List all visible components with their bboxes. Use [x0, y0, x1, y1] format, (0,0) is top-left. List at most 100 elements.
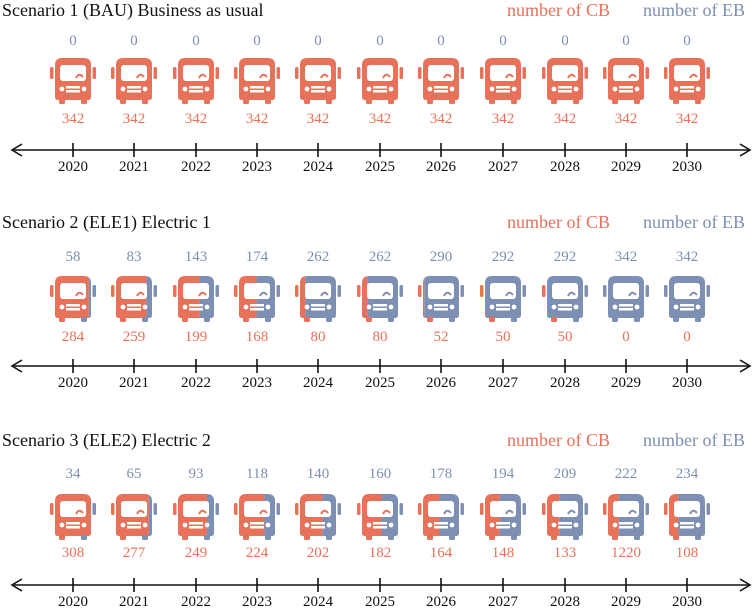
- bus-cb-fill: [547, 58, 583, 100]
- eb-count: 262: [307, 249, 330, 265]
- bus-cb-fill: [300, 276, 306, 318]
- year-label: 2020: [58, 594, 88, 608]
- bus-cb-fill: [608, 58, 644, 100]
- bus-icon: [542, 58, 588, 104]
- cb-count: 108: [676, 545, 699, 561]
- bus-cb-fill: [669, 58, 705, 100]
- eb-count: 292: [554, 249, 577, 265]
- year-label: 2021: [119, 375, 149, 391]
- bus-icon: [357, 276, 403, 322]
- cb-count: 342: [492, 111, 515, 127]
- cb-count: 342: [307, 111, 330, 127]
- year-label: 2025: [365, 594, 395, 608]
- bus-icon: [173, 58, 219, 104]
- bus-icon: [542, 276, 588, 322]
- bus-icon: [357, 494, 403, 540]
- eb-count: 0: [376, 33, 384, 49]
- year-label: 2026: [426, 159, 457, 175]
- cb-count: 277: [123, 545, 146, 561]
- cb-count: 80: [311, 329, 326, 345]
- eb-count: 178: [430, 466, 453, 482]
- eb-count: 0: [192, 33, 200, 49]
- eb-count: 0: [130, 33, 138, 49]
- year-label: 2029: [611, 375, 641, 391]
- year-label: 2021: [119, 159, 149, 175]
- cb-count: 0: [622, 329, 630, 345]
- cb-count: 342: [123, 111, 146, 127]
- eb-count: 342: [676, 249, 699, 265]
- bus-icon: [173, 494, 219, 540]
- bus-cb-fill: [362, 58, 398, 100]
- bus-cb-fill: [116, 276, 147, 318]
- eb-count: 209: [554, 466, 577, 482]
- year-label: 2022: [181, 375, 211, 391]
- year-label: 2024: [303, 594, 334, 608]
- bus-cb-fill: [178, 58, 214, 100]
- bus-icon: [603, 58, 649, 104]
- cb-count: 133: [554, 545, 577, 561]
- cb-count: 249: [185, 545, 208, 561]
- cb-count: 50: [496, 329, 511, 345]
- bus-cb-fill: [547, 276, 549, 318]
- bus-cb-fill: [485, 276, 487, 318]
- bus-icon: [603, 494, 649, 540]
- bus-cb-fill: [485, 58, 521, 100]
- eb-count: 262: [369, 249, 392, 265]
- bus-eb-fill: [148, 494, 152, 536]
- bus-eb-fill: [367, 276, 398, 318]
- bus-icon: [111, 276, 157, 322]
- year-label: 2023: [242, 375, 272, 391]
- bus-cb-fill: [423, 276, 425, 318]
- eb-count: 118: [246, 466, 268, 482]
- cb-count: 199: [185, 329, 208, 345]
- bus-cb-fill: [300, 58, 336, 100]
- bus-cb-fill: [116, 58, 152, 100]
- eb-count: 34: [66, 466, 82, 482]
- year-label: 2027: [488, 375, 519, 391]
- bus-icon: [480, 58, 526, 104]
- cb-count: 308: [62, 545, 85, 561]
- bus-icon: [603, 276, 649, 322]
- eb-count: 0: [622, 33, 630, 49]
- bus-icon: [50, 58, 96, 104]
- bus-icon: [664, 58, 710, 104]
- bus-eb-fill: [608, 276, 644, 318]
- eb-count: 83: [127, 249, 142, 265]
- eb-count: 143: [185, 249, 208, 265]
- bus-eb-fill: [206, 494, 214, 536]
- bus-icon: [357, 58, 403, 104]
- year-label: 2023: [242, 594, 272, 608]
- year-label: 2024: [303, 159, 334, 175]
- bus-cb-fill: [669, 494, 679, 536]
- arrow-left-icon: [10, 578, 23, 592]
- cb-count: 148: [492, 545, 515, 561]
- cb-count: 342: [62, 111, 85, 127]
- year-label: 2026: [426, 375, 457, 391]
- eb-count: 65: [127, 466, 142, 482]
- scenario-3: Scenario 3 (ELE2) Electric 2 number of C…: [0, 0, 753, 450]
- scenario-1: Scenario 1 (BAU) Business as usual numbe…: [0, 0, 753, 200]
- eb-count: 222: [615, 466, 638, 482]
- bus-eb-fill: [305, 276, 336, 318]
- year-label: 2025: [365, 159, 395, 175]
- eb-count: 160: [369, 466, 392, 482]
- year-label: 2021: [119, 594, 149, 608]
- eb-count: 174: [246, 249, 269, 265]
- year-label: 2020: [58, 159, 88, 175]
- arrow-right-icon: [739, 359, 752, 373]
- year-label: 2022: [181, 594, 211, 608]
- cb-count: 52: [434, 329, 449, 345]
- scenario-2: Scenario 2 (ELE1) Electric 1 number of C…: [0, 0, 753, 232]
- legend-cb: number of CB: [507, 430, 610, 450]
- year-label: 2026: [426, 594, 457, 608]
- year-label: 2025: [365, 375, 395, 391]
- eb-count: 0: [314, 33, 322, 49]
- bus-icon: [418, 58, 464, 104]
- legend-eb: number of EB: [643, 430, 745, 450]
- bus-icon: [480, 276, 526, 322]
- cb-count: 168: [246, 329, 269, 345]
- eb-count: 140: [307, 466, 330, 482]
- bus-eb-fill: [322, 494, 336, 536]
- eb-count: 58: [66, 249, 81, 265]
